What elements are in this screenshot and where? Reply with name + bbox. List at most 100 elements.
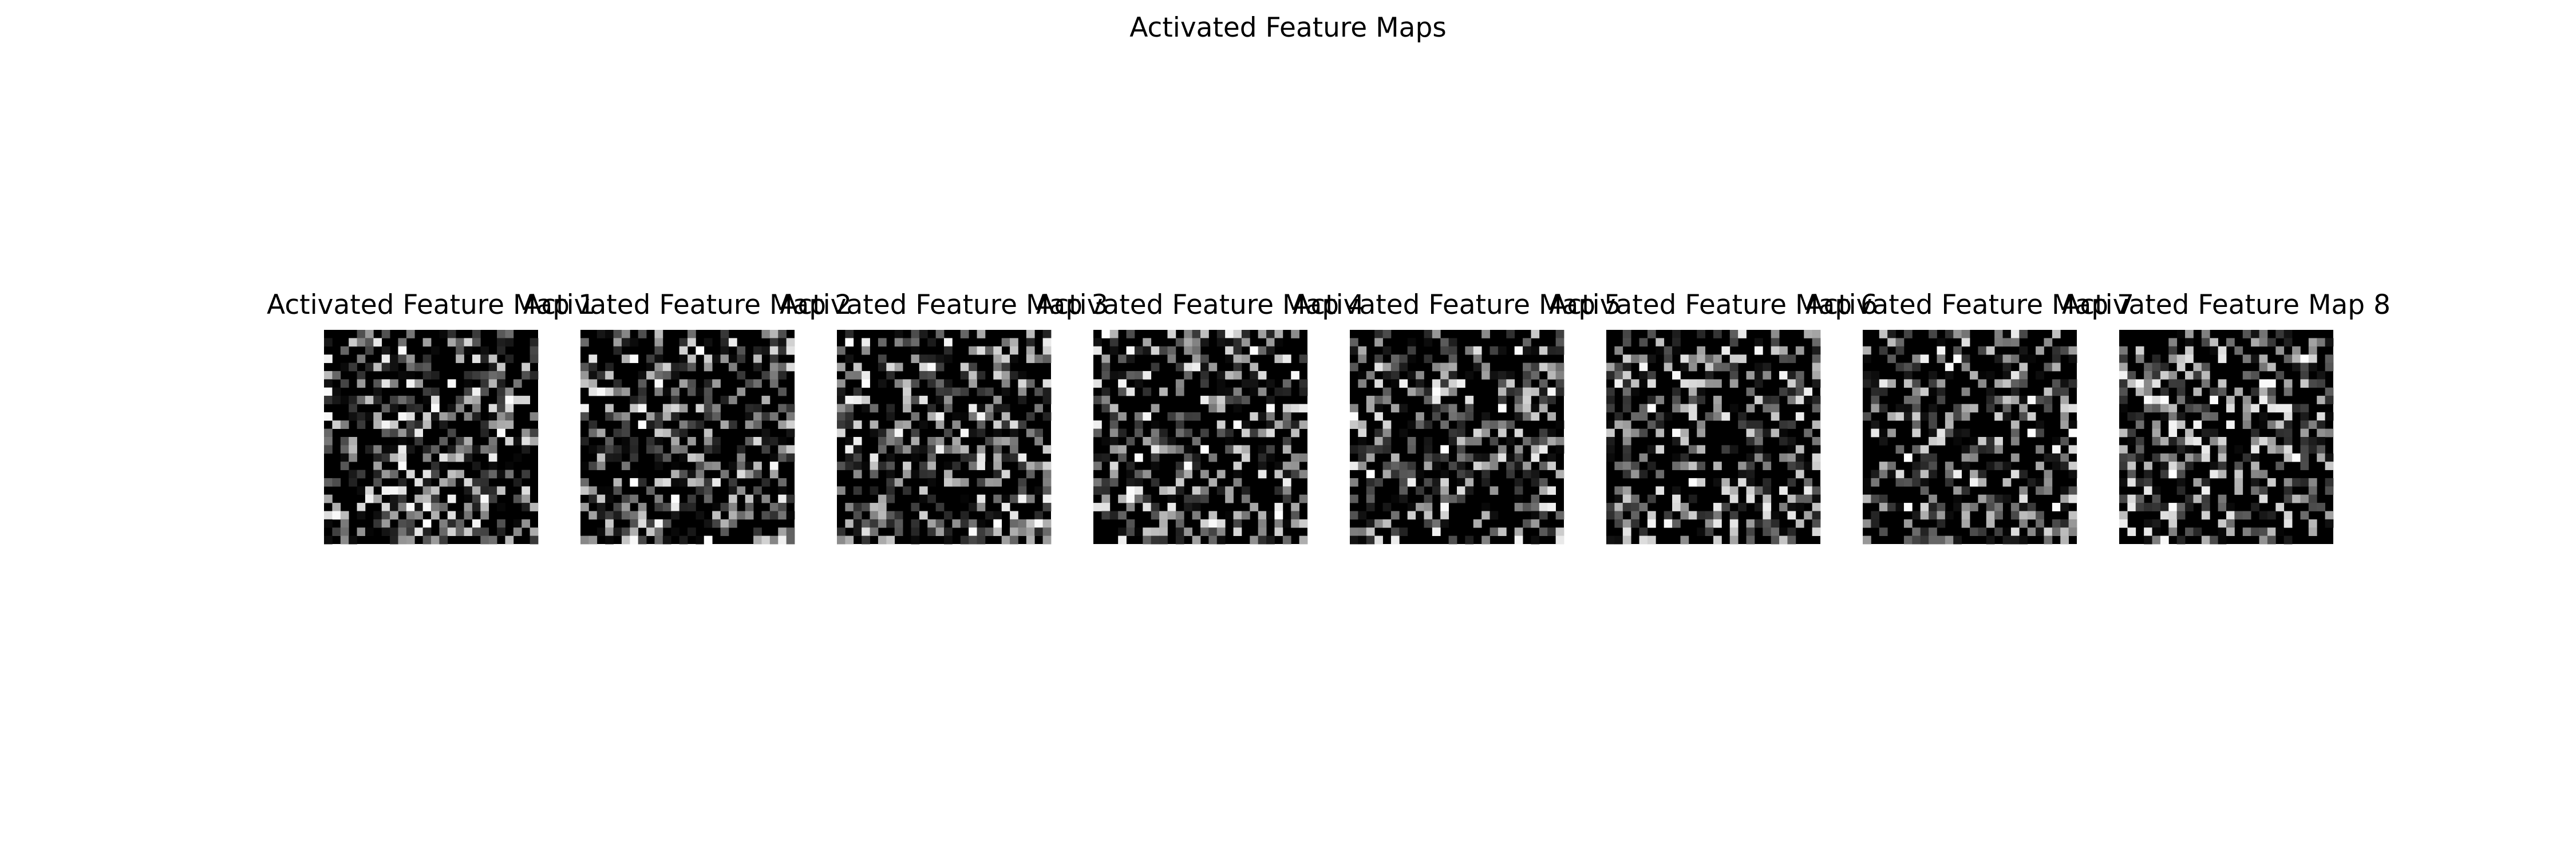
feature-map-cell	[704, 379, 713, 388]
feature-map-cell	[2127, 453, 2136, 462]
feature-map-cell	[778, 494, 787, 503]
feature-map-cell	[497, 362, 505, 372]
feature-map-cell	[1614, 503, 1623, 511]
feature-map-cell	[398, 453, 407, 462]
feature-map-cell	[2234, 445, 2243, 454]
feature-map-cell	[769, 462, 779, 470]
feature-map-cell	[1225, 437, 1234, 446]
feature-map-cell	[406, 470, 415, 479]
feature-map-cell	[1473, 519, 1482, 528]
feature-map-cell	[1175, 527, 1184, 537]
feature-map-cell	[2300, 428, 2309, 438]
feature-map-cell	[2300, 404, 2309, 413]
feature-map-cell	[1233, 527, 1242, 537]
feature-map-cell	[1465, 453, 1474, 462]
feature-map-cell	[357, 371, 366, 380]
feature-map-cell	[761, 412, 771, 421]
feature-map-cell	[679, 470, 688, 479]
feature-map-cell	[1382, 396, 1392, 404]
feature-map-cell	[2308, 527, 2317, 537]
feature-map-cell	[1705, 362, 1714, 372]
feature-map-cell	[1399, 470, 1408, 479]
feature-map-cell	[761, 371, 771, 380]
feature-map-cell	[1159, 527, 1168, 537]
feature-map-cell	[1871, 420, 1880, 430]
feature-map-cell	[696, 511, 705, 520]
feature-map-cell	[845, 437, 854, 446]
feature-map-cell	[2185, 404, 2194, 413]
feature-map-cell	[704, 338, 713, 347]
feature-map-cell	[646, 362, 655, 372]
feature-map-cell	[1026, 412, 1035, 421]
feature-map-cell	[2210, 387, 2219, 396]
feature-map-cell	[1481, 420, 1490, 430]
feature-map-cell	[1697, 462, 1706, 470]
feature-map-cell	[1721, 503, 1730, 511]
feature-map-cell	[1440, 338, 1449, 347]
feature-map-cell	[373, 470, 382, 479]
feature-map-cell	[853, 371, 862, 380]
feature-map-cell	[1953, 503, 1962, 511]
feature-map-cell	[654, 535, 663, 545]
feature-map-cell	[332, 478, 341, 487]
feature-map-cell	[1763, 453, 1772, 462]
feature-map-cell	[1134, 494, 1143, 503]
feature-map-cell	[1705, 519, 1714, 528]
feature-map-cell	[1664, 346, 1673, 355]
feature-map-cell	[2242, 330, 2251, 338]
feature-map-cell	[2135, 420, 2144, 430]
feature-map-cell	[1713, 511, 1722, 520]
feature-map-cell	[728, 494, 737, 503]
feature-map-cell	[1010, 346, 1018, 355]
feature-map-cell	[1812, 404, 1821, 413]
feature-map-cell	[853, 486, 862, 495]
feature-map-cell	[365, 338, 374, 347]
feature-map-cell	[638, 478, 647, 487]
feature-map-cell	[1738, 354, 1747, 363]
feature-map-cell	[1539, 387, 1548, 396]
feature-map-cell	[1399, 486, 1408, 495]
feature-map-cell	[1713, 412, 1722, 421]
feature-map-cell	[786, 420, 795, 430]
feature-map-cell	[2300, 494, 2309, 503]
feature-map-cell	[1241, 338, 1250, 347]
feature-map-cell	[1374, 330, 1383, 338]
feature-map-cell	[753, 354, 762, 363]
feature-map-cell	[580, 535, 589, 545]
feature-map-cell	[613, 486, 622, 495]
feature-map-cell	[505, 535, 514, 545]
feature-map-cell	[406, 445, 415, 454]
feature-map-cell	[488, 453, 497, 462]
feature-map-cell	[1555, 338, 1564, 347]
feature-map-cell	[1763, 519, 1772, 528]
feature-map-cell	[497, 486, 505, 495]
feature-map-cell	[1126, 346, 1135, 355]
feature-map-cell	[1101, 511, 1111, 520]
feature-map-cell	[439, 437, 448, 446]
feature-map-cell	[431, 371, 440, 380]
feature-map-cell	[1440, 371, 1449, 380]
feature-map-cell	[480, 379, 489, 388]
feature-map-cell	[1523, 371, 1531, 380]
feature-map-cell	[1639, 527, 1648, 537]
feature-map-cell	[2068, 486, 2077, 495]
feature-map-cell	[1672, 462, 1681, 470]
feature-map-cell	[778, 527, 787, 537]
feature-map-cell	[894, 437, 903, 446]
feature-map-cell	[1390, 404, 1400, 413]
feature-map-cell	[903, 420, 911, 430]
feature-map-cell	[2325, 453, 2334, 462]
feature-map-cell	[1026, 338, 1035, 347]
feature-map-cell	[1042, 478, 1052, 487]
feature-map-cell	[596, 511, 606, 520]
feature-map-cell	[1109, 470, 1119, 479]
feature-map-cell	[1093, 338, 1102, 347]
feature-map-cell	[373, 494, 382, 503]
feature-map-cell	[414, 404, 424, 413]
feature-map-cell	[1547, 387, 1556, 396]
feature-map-cell	[985, 478, 994, 487]
feature-map-cell	[894, 362, 903, 372]
feature-map-cell	[1101, 494, 1111, 503]
feature-map-cell	[1647, 371, 1656, 380]
feature-map-cell	[1250, 387, 1259, 396]
